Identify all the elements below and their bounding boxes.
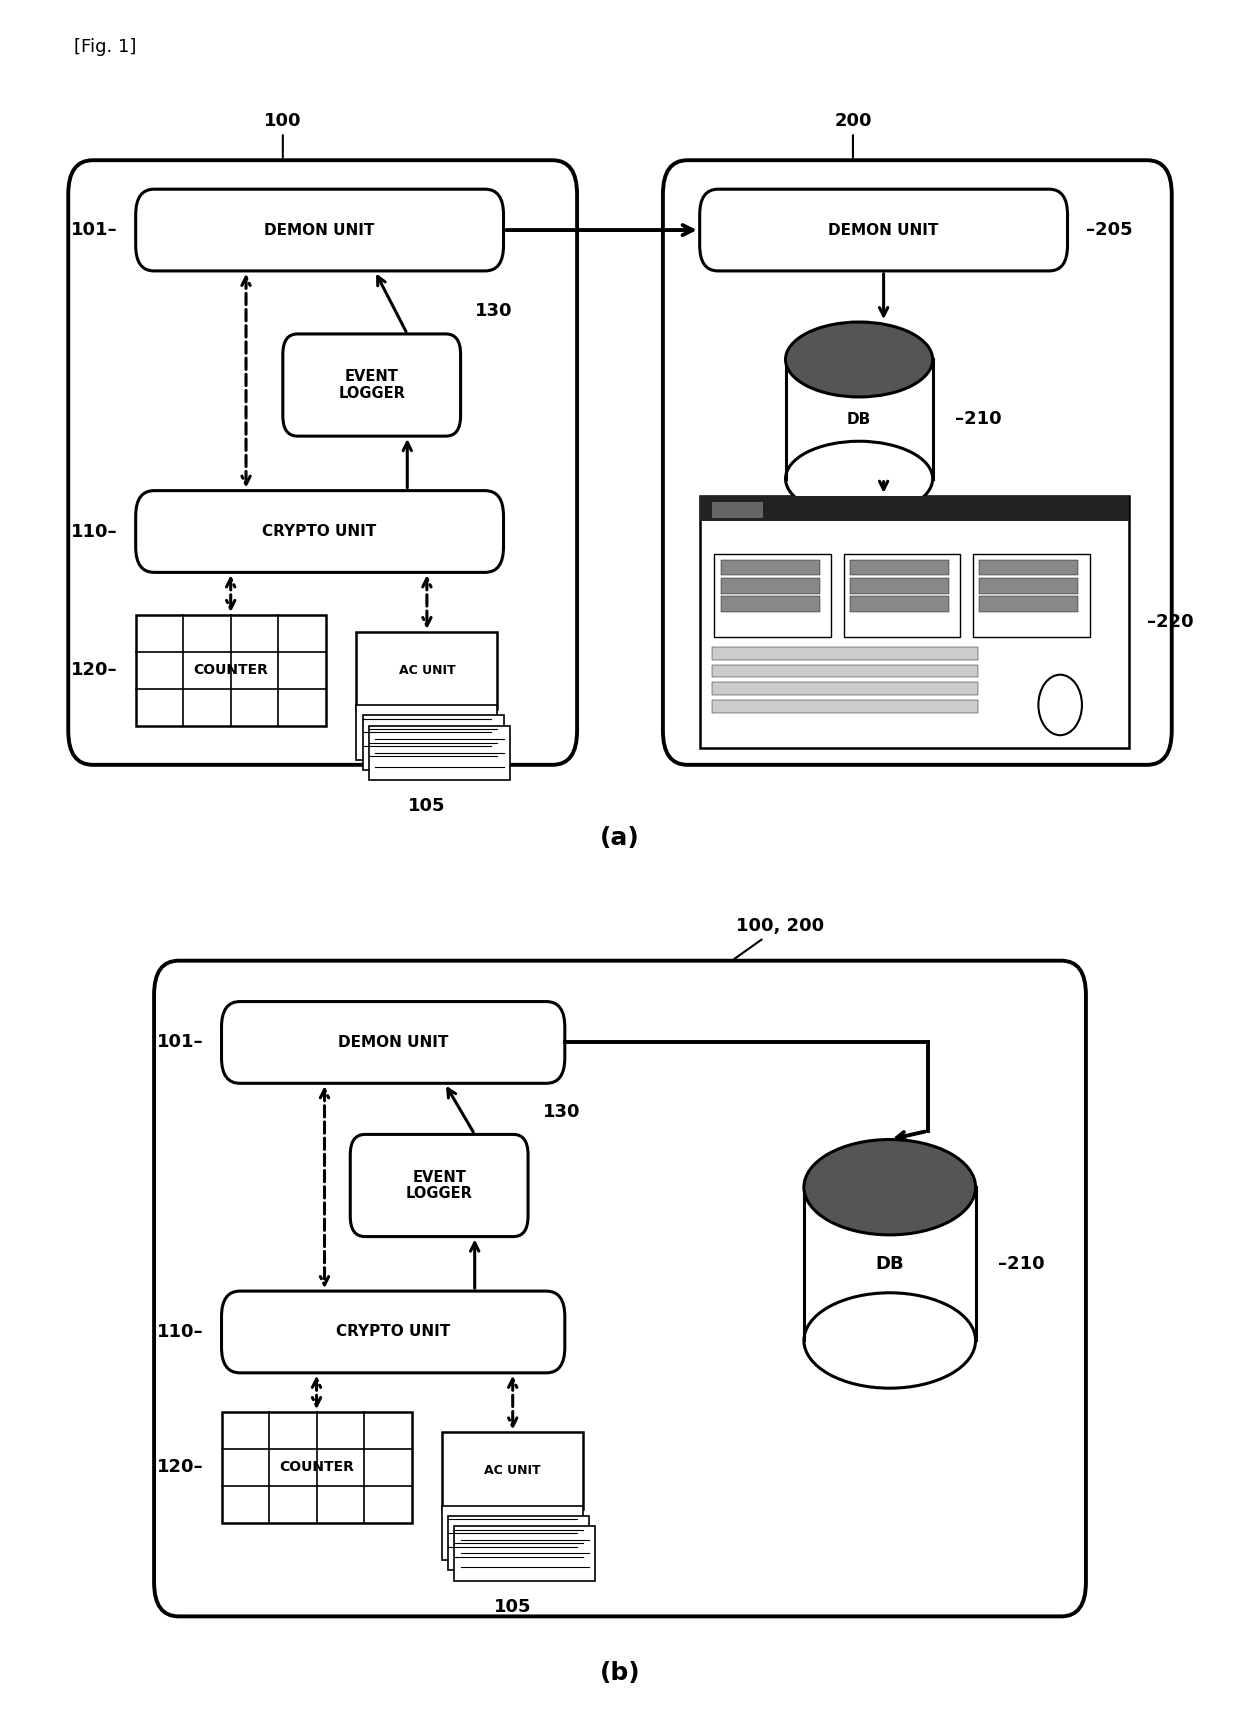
Text: CRYPTO UNIT: CRYPTO UNIT [336,1324,450,1339]
FancyBboxPatch shape [663,160,1172,764]
Bar [785,359,932,479]
FancyBboxPatch shape [68,160,577,764]
Bar [712,682,978,695]
Text: DEMON UNIT: DEMON UNIT [264,223,374,237]
Text: –210: –210 [955,410,1002,428]
Bar [443,1432,583,1509]
Bar [712,647,978,659]
Text: 130: 130 [475,302,513,321]
Bar [978,579,1079,594]
Text: AC UNIT: AC UNIT [398,664,455,676]
Bar [443,1506,583,1561]
Text: (a): (a) [600,826,640,850]
Text: –220: –220 [1147,613,1194,630]
FancyBboxPatch shape [283,333,460,436]
Bar [714,553,831,637]
Bar [712,664,978,676]
Circle shape [1038,675,1083,735]
Text: –210: –210 [998,1255,1044,1272]
FancyBboxPatch shape [350,1135,528,1236]
Text: [Fig. 1]: [Fig. 1] [74,38,136,55]
Text: 130: 130 [543,1102,580,1121]
Text: 200: 200 [835,112,872,158]
FancyBboxPatch shape [222,1001,565,1083]
Text: 101–: 101– [71,221,118,239]
Ellipse shape [804,1140,976,1235]
Bar [222,1411,412,1523]
Bar [849,560,949,575]
Text: EVENT
LOGGER: EVENT LOGGER [405,1169,472,1202]
Text: 105: 105 [494,1597,532,1616]
Bar [135,615,326,726]
Bar [804,1186,976,1341]
Bar [362,716,503,769]
Bar [720,560,820,575]
Bar [849,596,949,611]
Text: 100, 200: 100, 200 [734,917,825,960]
Ellipse shape [785,441,932,517]
Text: –205: –205 [1086,221,1132,239]
Bar [978,560,1079,575]
Ellipse shape [785,323,932,397]
Bar [712,503,764,517]
Text: 105: 105 [408,797,445,816]
FancyBboxPatch shape [135,189,503,271]
Text: DEMON UNIT: DEMON UNIT [828,223,939,237]
Text: (b): (b) [600,1660,640,1684]
Text: DEMON UNIT: DEMON UNIT [339,1035,449,1049]
Text: 100: 100 [264,112,301,158]
Bar [356,706,497,759]
FancyBboxPatch shape [699,189,1068,271]
Bar [699,496,1128,749]
Bar [849,579,949,594]
Text: AC UNIT: AC UNIT [485,1465,541,1477]
Bar [368,726,510,780]
Bar [699,496,1128,520]
Bar [972,553,1090,637]
FancyBboxPatch shape [135,491,503,572]
Text: EVENT
LOGGER: EVENT LOGGER [339,369,405,400]
FancyBboxPatch shape [222,1291,565,1374]
Text: COUNTER: COUNTER [279,1461,353,1475]
Text: 120–: 120– [71,661,118,680]
Bar [449,1516,589,1571]
FancyBboxPatch shape [154,962,1086,1616]
Text: 120–: 120– [156,1458,203,1477]
Ellipse shape [804,1293,976,1387]
Text: 110–: 110– [71,522,118,541]
Bar [843,553,961,637]
Text: 101–: 101– [156,1034,203,1051]
Bar [455,1526,595,1581]
Text: 110–: 110– [156,1324,203,1341]
Text: COUNTER: COUNTER [193,663,268,676]
Bar [720,579,820,594]
Bar [720,596,820,611]
Bar [712,701,978,713]
Text: CRYPTO UNIT: CRYPTO UNIT [263,524,377,539]
Bar [356,632,497,709]
Text: DB: DB [847,412,872,426]
Text: DB: DB [875,1255,904,1272]
Bar [978,596,1079,611]
